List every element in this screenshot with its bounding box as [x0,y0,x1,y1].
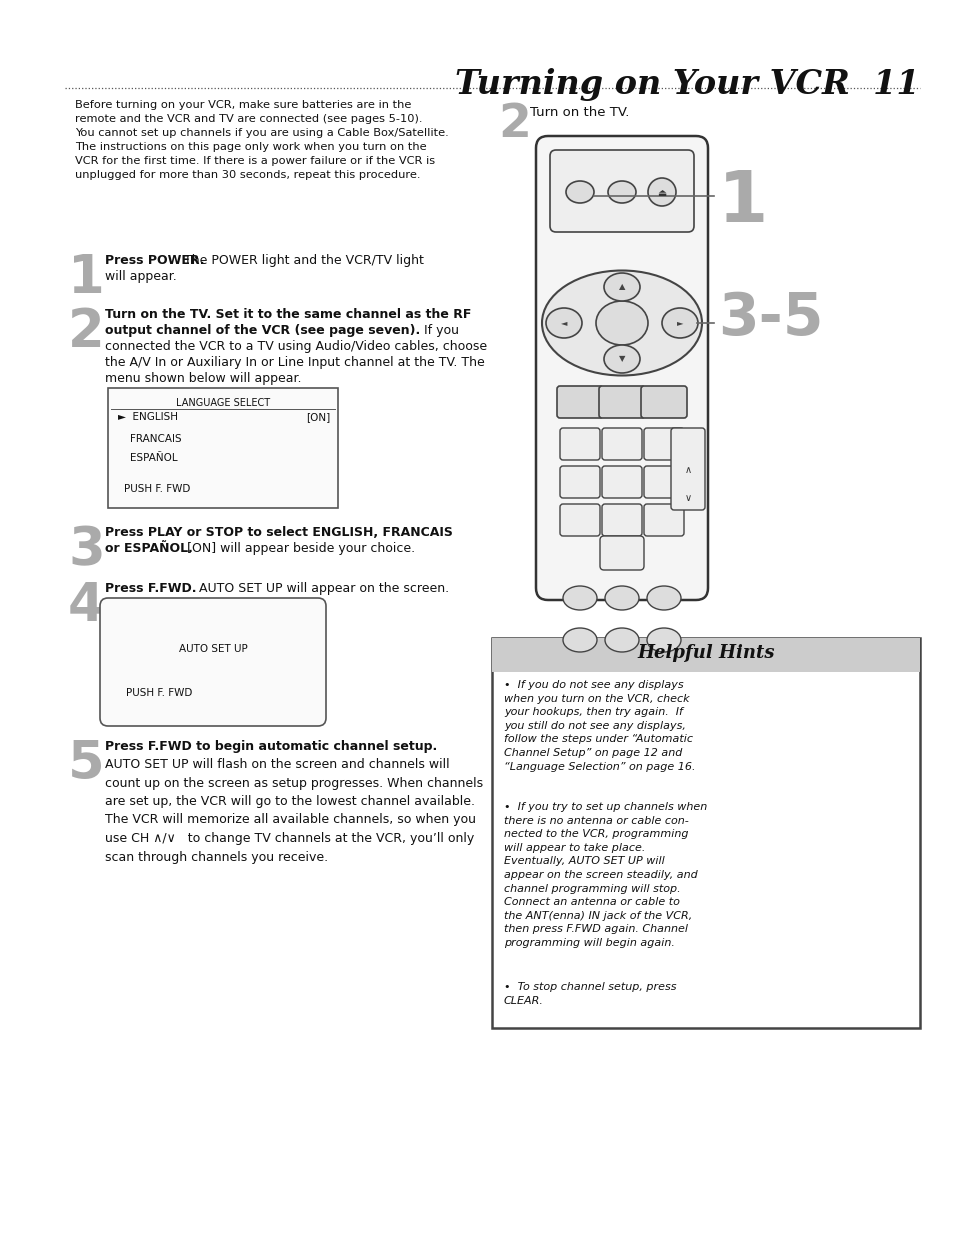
Text: ▼: ▼ [618,354,624,363]
Text: FRANCAIS: FRANCAIS [130,433,181,445]
Ellipse shape [603,345,639,373]
Text: Turning on Your VCR  11: Turning on Your VCR 11 [455,68,919,101]
Text: LANGUAGE SELECT: LANGUAGE SELECT [175,398,270,408]
Ellipse shape [596,301,647,345]
FancyBboxPatch shape [598,387,644,417]
Text: ⏏: ⏏ [657,188,666,198]
Circle shape [647,178,676,206]
FancyBboxPatch shape [643,466,683,498]
Text: 3: 3 [68,524,105,576]
FancyBboxPatch shape [601,429,641,459]
Ellipse shape [646,629,680,652]
Text: PUSH F. FWD: PUSH F. FWD [124,484,191,494]
Text: Press PLAY or STOP to select ENGLISH, FRANCAIS: Press PLAY or STOP to select ENGLISH, FR… [105,526,453,538]
Text: ◄: ◄ [560,319,567,327]
Text: •  If you try to set up channels when
there is no antenna or cable con-
nected t: • If you try to set up channels when the… [503,802,706,948]
Text: Press F.FWD to begin automatic channel setup.: Press F.FWD to begin automatic channel s… [105,740,436,753]
Text: AUTO SET UP will appear on the screen.: AUTO SET UP will appear on the screen. [194,582,449,595]
FancyBboxPatch shape [643,429,683,459]
FancyBboxPatch shape [601,504,641,536]
Ellipse shape [604,629,639,652]
FancyBboxPatch shape [599,536,643,571]
Text: ESPAÑOL: ESPAÑOL [130,453,177,463]
Text: ►: ► [676,319,682,327]
FancyBboxPatch shape [550,149,693,232]
Text: 1: 1 [68,252,105,304]
Text: Turn on the TV.: Turn on the TV. [530,106,629,119]
Text: menu shown below will appear.: menu shown below will appear. [105,372,301,385]
Ellipse shape [541,270,701,375]
Text: 3-5: 3-5 [718,289,822,347]
Ellipse shape [562,629,597,652]
Text: [ON]: [ON] [305,412,330,422]
Bar [108,388,337,508]
Text: •  To stop channel setup, press
CLEAR.: • To stop channel setup, press CLEAR. [503,982,676,1005]
Bar [492,638,919,672]
Text: ▲: ▲ [618,283,624,291]
FancyBboxPatch shape [670,429,704,510]
Text: connected the VCR to a TV using Audio/Video cables, choose: connected the VCR to a TV using Audio/Vi… [105,340,487,353]
Ellipse shape [545,308,581,338]
Bar [492,638,919,1028]
FancyBboxPatch shape [640,387,686,417]
FancyBboxPatch shape [559,466,599,498]
FancyBboxPatch shape [559,429,599,459]
Text: 5: 5 [68,739,105,790]
FancyBboxPatch shape [536,136,707,600]
Text: ►  ENGLISH: ► ENGLISH [118,412,178,422]
Ellipse shape [646,585,680,610]
FancyBboxPatch shape [100,598,326,726]
Text: 2: 2 [497,103,530,147]
Text: ∧: ∧ [683,466,691,475]
Text: Press F.FWD.: Press F.FWD. [105,582,196,595]
Ellipse shape [607,182,636,203]
Text: If you: If you [419,324,458,337]
Text: Turn on the TV. Set it to the same channel as the RF: Turn on the TV. Set it to the same chann… [105,308,471,321]
FancyBboxPatch shape [601,466,641,498]
FancyBboxPatch shape [643,504,683,536]
Text: AUTO SET UP will flash on the screen and channels will
count up on the screen as: AUTO SET UP will flash on the screen and… [105,758,482,863]
FancyBboxPatch shape [559,504,599,536]
Text: or ESPAÑOL.: or ESPAÑOL. [105,542,193,555]
Text: the A/V In or Auxiliary In or Line Input channel at the TV. The: the A/V In or Auxiliary In or Line Input… [105,356,484,369]
Ellipse shape [603,273,639,301]
Text: 4: 4 [68,580,105,632]
Ellipse shape [661,308,698,338]
Ellipse shape [604,585,639,610]
Text: •  If you do not see any displays
when you turn on the VCR, check
your hookups, : • If you do not see any displays when yo… [503,680,695,772]
Text: PUSH F. FWD: PUSH F. FWD [126,688,193,698]
Text: ∨: ∨ [683,493,691,503]
Text: output channel of the VCR (see page seven).: output channel of the VCR (see page seve… [105,324,420,337]
Ellipse shape [565,182,594,203]
Ellipse shape [562,585,597,610]
Text: Helpful Hints: Helpful Hints [637,643,774,662]
Text: will appear.: will appear. [105,270,176,283]
Text: AUTO SET UP: AUTO SET UP [178,643,247,655]
Text: 1: 1 [718,168,767,237]
Text: 2: 2 [68,306,105,358]
Text: [ON] will appear beside your choice.: [ON] will appear beside your choice. [183,542,415,555]
Text: The POWER light and the VCR/TV light: The POWER light and the VCR/TV light [180,254,423,267]
Text: Press POWER.: Press POWER. [105,254,204,267]
FancyBboxPatch shape [557,387,602,417]
Text: Before turning on your VCR, make sure batteries are in the
remote and the VCR an: Before turning on your VCR, make sure ba… [75,100,448,180]
